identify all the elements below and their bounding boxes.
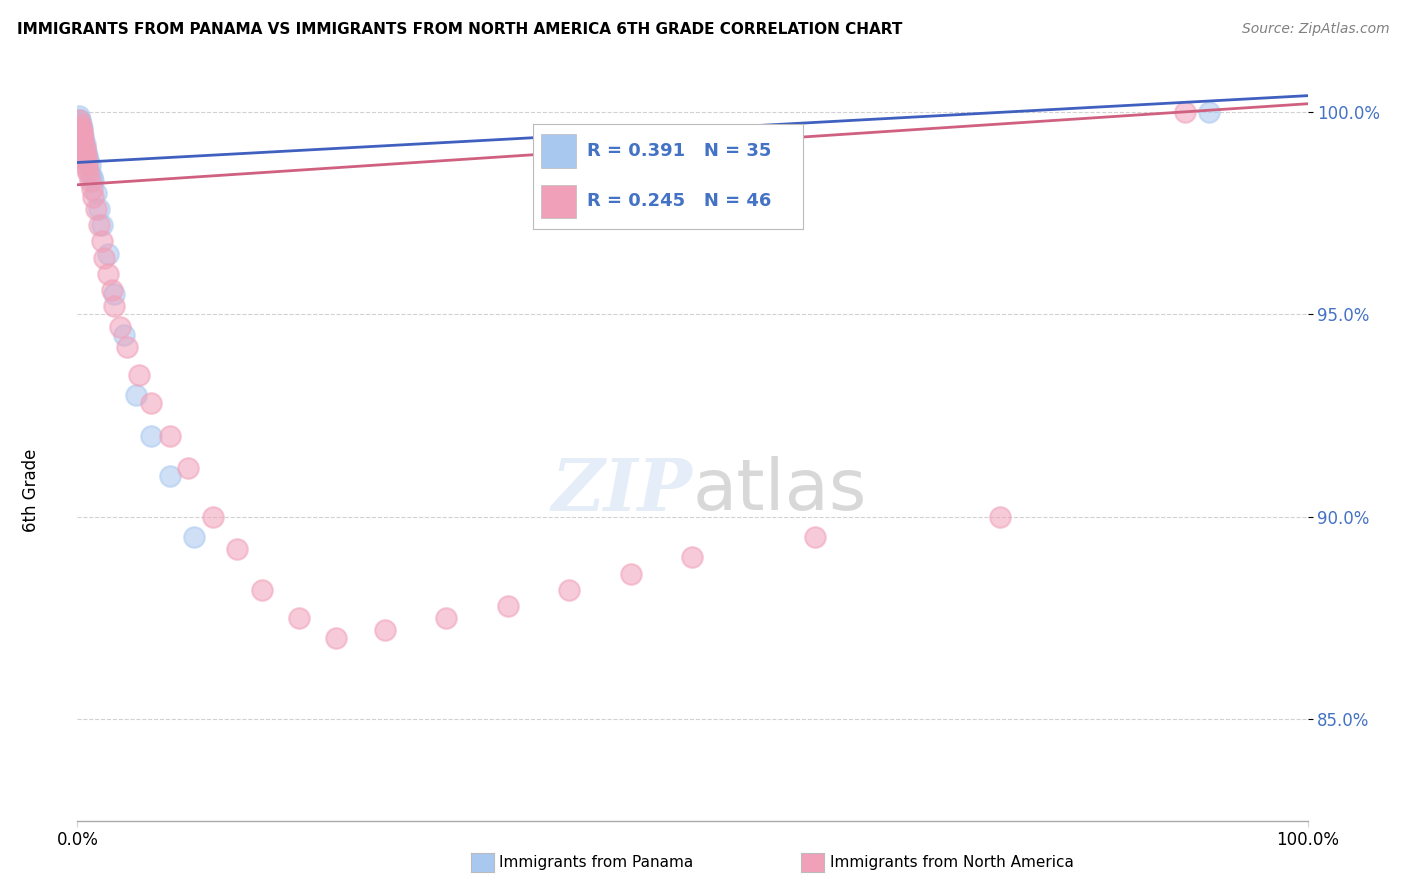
Point <box>76 161 98 176</box>
Point <box>70 117 93 131</box>
Point <box>159 469 181 483</box>
Point <box>72 137 94 152</box>
Point <box>82 182 104 196</box>
Point <box>436 611 458 625</box>
Point <box>988 509 1011 524</box>
Point <box>250 582 273 597</box>
Point <box>288 611 311 625</box>
Point <box>97 246 120 260</box>
Point <box>115 340 138 354</box>
Point <box>76 153 98 168</box>
Point <box>69 117 91 131</box>
Point <box>84 202 107 216</box>
Text: atlas: atlas <box>693 457 868 525</box>
Point <box>374 624 396 638</box>
Point <box>325 632 347 646</box>
Point <box>77 166 100 180</box>
Text: Immigrants from Panama: Immigrants from Panama <box>499 855 693 870</box>
Point <box>177 461 200 475</box>
Point <box>75 149 97 163</box>
Point <box>69 112 91 127</box>
Point <box>76 149 98 163</box>
Text: IMMIGRANTS FROM PANAMA VS IMMIGRANTS FROM NORTH AMERICA 6TH GRADE CORRELATION CH: IMMIGRANTS FROM PANAMA VS IMMIGRANTS FRO… <box>17 22 903 37</box>
Point <box>69 121 91 136</box>
Point <box>72 129 94 144</box>
Point <box>103 287 125 301</box>
Point <box>82 174 104 188</box>
Point <box>90 235 114 249</box>
Point <box>72 133 94 147</box>
Point <box>128 368 150 383</box>
Point <box>79 174 101 188</box>
Point <box>70 121 93 136</box>
Text: ZIP: ZIP <box>551 456 693 526</box>
Point <box>201 509 224 524</box>
Point <box>75 145 97 160</box>
Point <box>67 109 90 123</box>
Point <box>620 566 643 581</box>
Point <box>75 149 97 163</box>
Point <box>73 141 96 155</box>
Point <box>89 202 111 216</box>
Point <box>76 157 98 171</box>
Point <box>97 267 120 281</box>
Point <box>1174 104 1197 119</box>
Point <box>89 219 111 233</box>
Point <box>72 137 94 152</box>
Point <box>82 169 104 184</box>
Point <box>79 166 101 180</box>
Point <box>226 542 249 557</box>
Point <box>69 117 91 131</box>
Point <box>112 327 135 342</box>
Point <box>73 141 96 155</box>
Point <box>73 145 96 160</box>
Point <box>70 125 93 139</box>
Point <box>1198 104 1220 119</box>
Point <box>558 582 581 597</box>
Point <box>75 153 97 168</box>
Point <box>72 133 94 147</box>
Point <box>141 396 163 410</box>
Point <box>67 112 90 127</box>
Point <box>90 219 114 233</box>
Point <box>103 299 125 313</box>
Text: Immigrants from North America: Immigrants from North America <box>830 855 1073 870</box>
Point <box>82 190 104 204</box>
Text: Source: ZipAtlas.com: Source: ZipAtlas.com <box>1241 22 1389 37</box>
Point <box>125 388 148 402</box>
Point <box>70 125 93 139</box>
Point <box>159 429 181 443</box>
Point <box>84 186 107 200</box>
Point <box>496 599 519 613</box>
Point <box>70 121 93 136</box>
Point <box>101 283 124 297</box>
Text: 6th Grade: 6th Grade <box>22 449 39 533</box>
Point <box>69 121 91 136</box>
Point <box>183 530 205 544</box>
Point <box>70 121 93 136</box>
Point <box>141 429 163 443</box>
Point <box>682 550 704 565</box>
Point <box>70 129 93 144</box>
Point <box>93 251 115 265</box>
Point <box>79 157 101 171</box>
Point <box>73 137 96 152</box>
Point <box>804 530 827 544</box>
Point <box>110 319 132 334</box>
Point <box>70 125 93 139</box>
Point <box>70 125 93 139</box>
Point <box>77 153 100 168</box>
Point <box>67 112 90 127</box>
